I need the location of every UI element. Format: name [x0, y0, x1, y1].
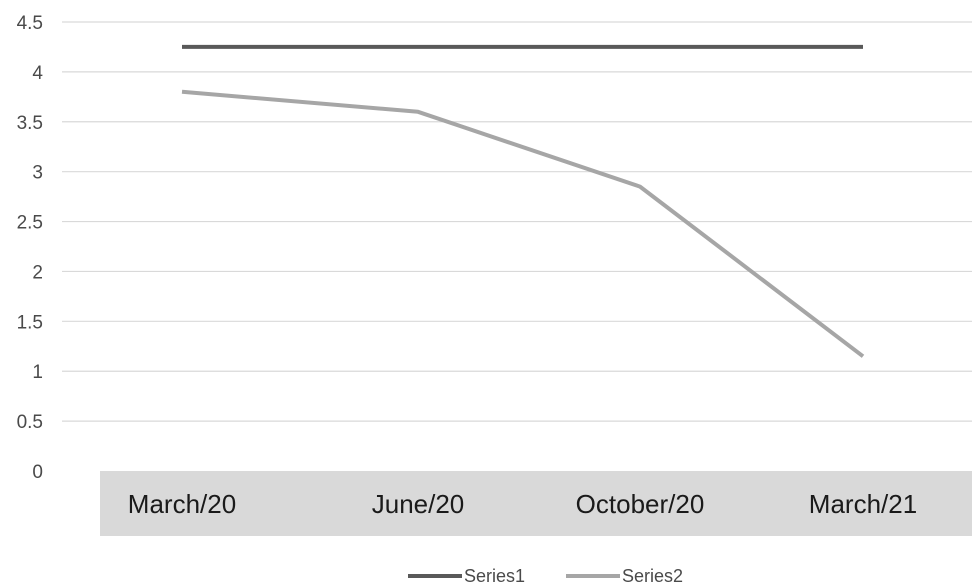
y-tick-label: 2.5: [17, 213, 43, 234]
y-tick-label: 0: [32, 462, 43, 483]
y-tick-label: 2: [32, 262, 43, 283]
legend-label: Series2: [622, 566, 683, 586]
y-tick-label: 4.5: [17, 13, 43, 34]
x-category-label: March/21: [809, 489, 917, 519]
y-tick-label: 3: [32, 163, 43, 184]
y-axis-tick-labels: 4.5 4 3.5 3 2.5 2 1.5 1 0.5 0: [17, 13, 44, 483]
x-category-label: June/20: [372, 489, 465, 519]
category-axis-band: [100, 471, 972, 536]
gridlines: [62, 21, 972, 422]
y-tick-label: 0.5: [17, 412, 43, 433]
y-tick-label: 1.5: [17, 312, 43, 333]
legend-label: Series1: [464, 566, 525, 586]
series-line-2: [181, 89, 865, 358]
x-category-label: March/20: [128, 489, 236, 519]
y-tick-label: 4: [32, 63, 43, 84]
y-tick-label: 1: [32, 362, 43, 383]
series-lines: [181, 44, 865, 358]
x-category-label: October/20: [576, 489, 705, 519]
legend: Series1 Series2: [408, 566, 683, 586]
y-tick-label: 3.5: [17, 113, 43, 134]
x-axis-category-labels: March/20 June/20 October/20 March/21: [128, 489, 917, 519]
